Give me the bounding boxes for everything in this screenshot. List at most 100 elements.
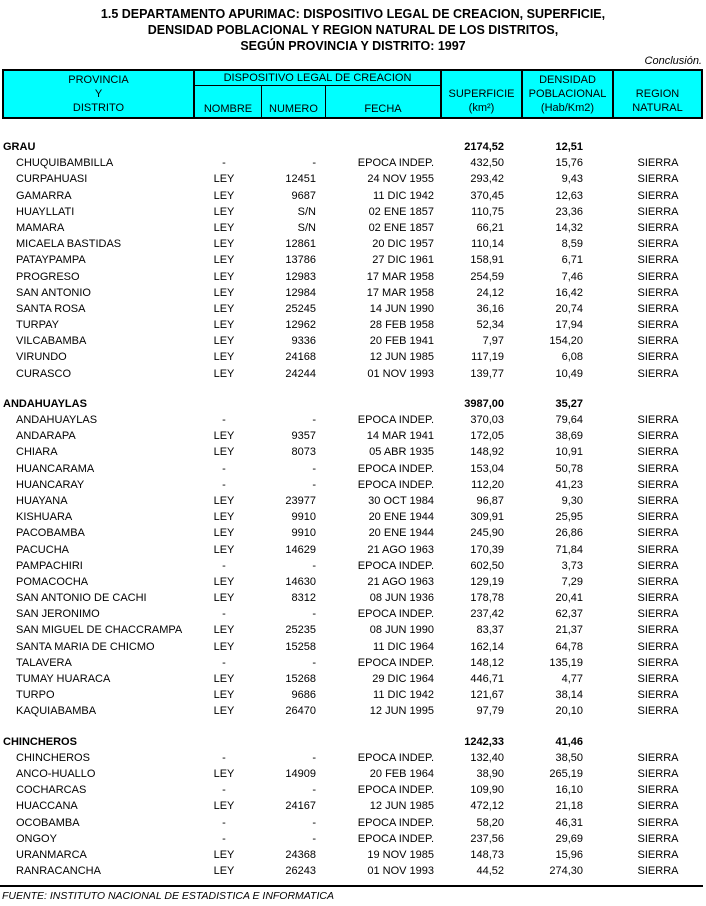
nombre-cell: LEY	[213, 446, 235, 459]
densidad-cell: 50,78	[555, 462, 583, 475]
nombre-cell: LEY	[213, 238, 235, 251]
district-cell: COCHARCAS	[16, 784, 87, 797]
fecha-cell: 12 JUN 1985	[369, 351, 434, 364]
numero-cell: S/N	[297, 205, 316, 218]
table-row: SAN ANTONIO DE CACHI LEY 8312 08 JUN 1936 17…	[0, 590, 706, 606]
numero-cell: 9336	[291, 335, 316, 348]
nombre-cell: LEY	[213, 767, 235, 780]
table-row: MAMARA LEY S/N 02 ENE 1857 66,21 14,32 SIERRA	[0, 220, 706, 236]
fecha-cell: 12 JUN 1995	[369, 705, 434, 718]
district-cell: HUACCANA	[16, 800, 78, 813]
section-gap	[0, 720, 706, 734]
superficie-cell: 472,12	[470, 800, 504, 813]
numero-cell: 26470	[285, 705, 316, 718]
densidad-cell: 10,49	[555, 367, 583, 380]
superficie-cell: 602,50	[470, 559, 504, 572]
district-cell: SAN MIGUEL DE CHACCRAMPA	[16, 624, 183, 637]
superficie-cell: 52,34	[476, 319, 504, 332]
header-dispositivo-subcolumns: NOMBRE NUMERO FECHA	[195, 86, 440, 117]
densidad-cell: 25,95	[555, 511, 583, 524]
numero-cell: 8312	[291, 592, 316, 605]
title-line-3: SEGÚN PROVINCIA Y DISTRITO: 1997	[240, 39, 466, 53]
densidad-cell: 71,84	[555, 543, 583, 556]
fecha-cell: 11 DIC 1964	[373, 640, 434, 653]
section-gap	[0, 382, 706, 396]
superficie-cell: 309,91	[470, 511, 504, 524]
densidad-cell: 15,76	[555, 157, 583, 170]
fecha-cell: 20 FEB 1964	[369, 767, 434, 780]
nombre-cell: LEY	[213, 800, 235, 813]
densidad-cell: 12,63	[555, 189, 583, 202]
densidad-cell: 38,69	[555, 430, 583, 443]
table-row: ANDAHUAYLAS - - EPOCA INDEP. 370,03 79,64 SIER…	[0, 412, 706, 428]
table-row: PAMPACHIRI - - EPOCA INDEP. 602,50 3,73 SIERRA	[0, 558, 706, 574]
numero-cell: 15268	[285, 673, 316, 685]
region-cell: SIERRA	[637, 319, 679, 332]
nombre-cell: LEY	[213, 689, 235, 702]
nombre-cell: -	[222, 816, 226, 829]
numero-cell: -	[312, 608, 316, 621]
nombre-cell: -	[222, 462, 226, 475]
densidad-cell: 15,96	[555, 848, 583, 861]
superficie-cell: 293,42	[470, 173, 504, 186]
fecha-cell: EPOCA INDEP.	[357, 462, 434, 475]
header-region: REGION NATURAL	[614, 71, 701, 117]
table-row: TUMAY HUARACA LEY 15268 29 DIC 1964 446,71 4,…	[0, 671, 706, 687]
table-header: PROVINCIA Y DISTRITO DISPOSITIVO LEGAL D…	[2, 69, 703, 119]
nombre-cell: -	[222, 656, 226, 669]
numero-cell: 9357	[291, 430, 316, 443]
superficie-cell: 153,04	[470, 462, 504, 475]
numero-cell	[257, 139, 323, 155]
nombre-cell: LEY	[213, 335, 235, 348]
table-row: HUAYANA LEY 23977 30 OCT 1984 96,87 9,30 SIERR…	[0, 493, 706, 509]
header-superficie-unit: (km²)	[468, 102, 495, 114]
header-densidad-line: DENSIDAD	[539, 74, 596, 86]
header-provincia-line: PROVINCIA	[68, 74, 129, 86]
fecha-cell: 27 DIC 1961	[372, 254, 434, 267]
table-row: HUANCARAMA - - EPOCA INDEP. 153,04 50,78 SIERR…	[0, 461, 706, 477]
densidad-cell: 20,41	[555, 592, 583, 605]
nombre-cell: LEY	[213, 430, 235, 443]
region-cell: SIERRA	[637, 575, 679, 588]
fecha-cell: 01 NOV 1993	[367, 865, 434, 878]
title-line-2: DENSIDAD POBLACIONAL Y REGION NATURAL DE…	[147, 23, 559, 37]
district-cell: PAMPACHIRI	[16, 559, 83, 572]
densidad-cell: 6,08	[561, 351, 583, 364]
numero-cell: -	[312, 559, 316, 572]
table-row: OCOBAMBA - - EPOCA INDEP. 58,20 46,31 SIERRA	[0, 815, 706, 831]
header-provincia-line: DISTRITO	[72, 102, 125, 114]
header-nombre: NOMBRE	[203, 103, 253, 115]
numero-cell: 25235	[285, 624, 316, 637]
region-cell: SIERRA	[637, 286, 679, 299]
region-cell: SIERRA	[637, 689, 679, 702]
nombre-cell: LEY	[213, 865, 235, 878]
header-provincia-distrito: PROVINCIA Y DISTRITO	[4, 71, 195, 117]
superficie-cell: 110,14	[471, 238, 504, 251]
header-densidad-line: POBLACIONAL	[528, 88, 607, 100]
superficie-cell: 170,39	[470, 543, 504, 556]
numero-cell: 12861	[285, 238, 316, 251]
region-cell	[610, 734, 706, 750]
superficie-cell: 446,71	[470, 673, 504, 685]
district-cell: VILCABAMBA	[16, 335, 87, 348]
nombre-cell: -	[222, 608, 226, 621]
fecha-cell: EPOCA INDEP.	[357, 157, 434, 170]
province-name-cell: GRAU	[3, 141, 36, 153]
numero-cell: 12962	[285, 319, 316, 332]
numero-cell: S/N	[297, 221, 316, 234]
fecha-cell: 21 AGO 1963	[367, 575, 434, 588]
nombre-cell: -	[222, 157, 226, 170]
region-cell: SIERRA	[637, 462, 679, 475]
district-cell: KISHUARA	[16, 511, 73, 524]
fecha-cell: 08 JUN 1990	[369, 624, 434, 637]
numero-cell: -	[312, 157, 316, 170]
table-row: HUAYLLATI LEY S/N 02 ENE 1857 110,75 23,36 SIE…	[0, 204, 706, 220]
table-row: KISHUARA LEY 9910 20 ENE 1944 309,91 25,95 SIE…	[0, 509, 706, 525]
superficie-cell: 109,90	[470, 784, 504, 797]
fecha-cell	[323, 734, 438, 750]
district-cell: PACOBAMBA	[16, 527, 85, 540]
numero-cell: 9910	[291, 527, 316, 540]
numero-cell: 12983	[285, 270, 316, 283]
nombre-cell: LEY	[213, 173, 235, 186]
nombre-cell: LEY	[213, 254, 235, 267]
